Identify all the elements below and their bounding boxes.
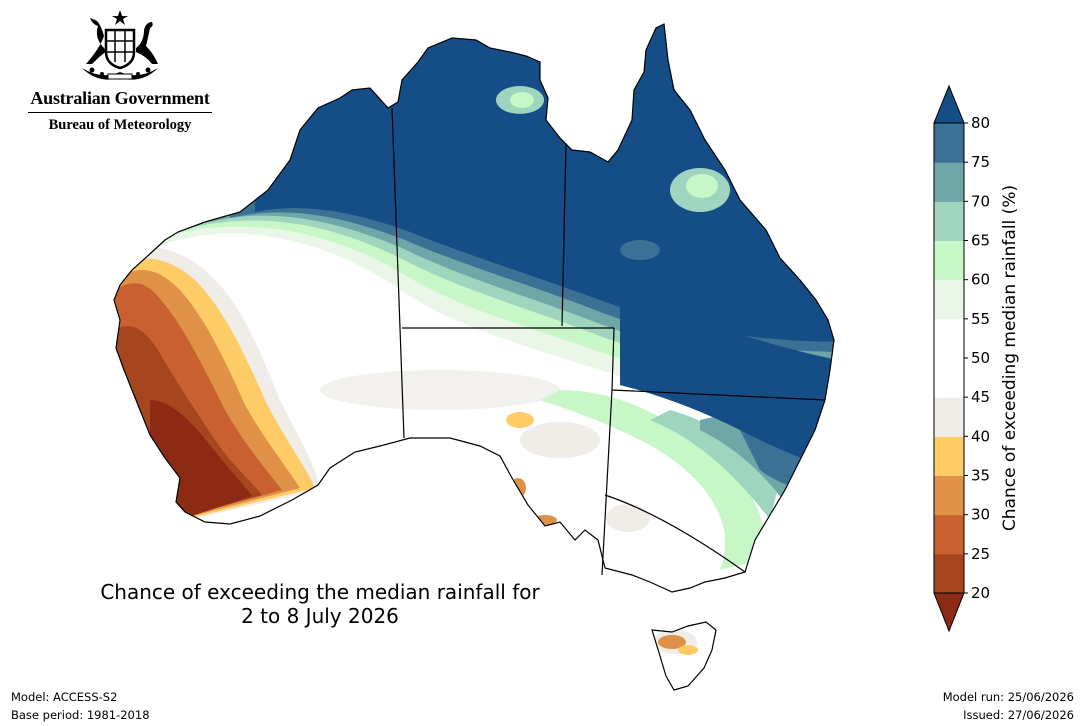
colorbar-band — [934, 553, 964, 594]
nsw-vic-border — [604, 494, 746, 573]
colorbar-tick-label: 65 — [971, 232, 990, 250]
colorbar-band — [934, 514, 964, 555]
colorbar-tick-label: 35 — [971, 467, 990, 485]
colorbar-ticks: 20 25 30 35 40 45 50 55 60 65 70 75 80 — [964, 114, 990, 602]
colorbar-band — [934, 318, 964, 359]
government-name: Australian Government — [30, 88, 210, 108]
wa-border — [391, 107, 405, 439]
nt-qld-border — [561, 143, 567, 327]
colorbar-title: Chance of exceeding median rainfall (%) — [1000, 185, 1020, 531]
colorbar-arrow-above — [933, 84, 965, 124]
australia-rainfall-map — [113, 23, 835, 691]
state-borders — [391, 107, 826, 576]
sa-nsw-border — [601, 389, 613, 576]
colorbar-bands — [934, 123, 964, 594]
logo-divider — [28, 112, 212, 113]
map-title-line-2: 2 to 8 July 2026 — [241, 604, 399, 628]
issued-date: Issued: 27/06/2026 — [963, 708, 1074, 722]
colorbar-band — [934, 240, 964, 281]
colorbar-band — [934, 123, 964, 163]
colorbar-tick-label: 75 — [971, 153, 990, 171]
colorbar-band — [934, 397, 964, 437]
map-title: Chance of exceeding the median rainfall … — [60, 580, 580, 628]
colorbar-tick-label: 30 — [971, 506, 990, 524]
base-period: Base period: 1981-2018 — [11, 708, 150, 722]
coat-of-arms-icon — [82, 10, 158, 80]
colorbar-band — [934, 162, 964, 202]
colorbar-tick-label: 70 — [971, 192, 990, 210]
bom-logo: Australian Government Bureau of Meteorol… — [20, 8, 220, 134]
colorbar-tick-label: 25 — [971, 545, 990, 563]
colorbar-tick-label: 60 — [971, 271, 990, 289]
colorbar-tick-label: 55 — [971, 310, 990, 328]
footer-left: Model: ACCESS-S2 Base period: 1981-2018 — [11, 688, 150, 724]
colorbar-band — [934, 475, 964, 516]
colorbar-band — [934, 436, 964, 476]
agency-name: Bureau of Meteorology — [48, 117, 192, 133]
colorbar-tick-label: 40 — [971, 427, 990, 445]
colorbar-band — [934, 201, 964, 241]
colorbar-tick-label: 80 — [971, 114, 990, 132]
colorbar-tick-label: 20 — [971, 584, 990, 602]
footer-right: Model run: 25/06/2026 Issued: 27/06/2026 — [943, 688, 1074, 724]
colorbar-tick-label: 45 — [971, 388, 990, 406]
colorbar-band — [934, 279, 964, 320]
colorbar-tick-label: 50 — [971, 349, 990, 367]
map-title-line-1: Chance of exceeding the median rainfall … — [100, 580, 540, 604]
colorbar-arrow-below — [933, 592, 965, 633]
model-name: Model: ACCESS-S2 — [11, 690, 118, 704]
model-run-date: Model run: 25/06/2026 — [942, 690, 1074, 704]
colorbar-band — [934, 358, 964, 398]
